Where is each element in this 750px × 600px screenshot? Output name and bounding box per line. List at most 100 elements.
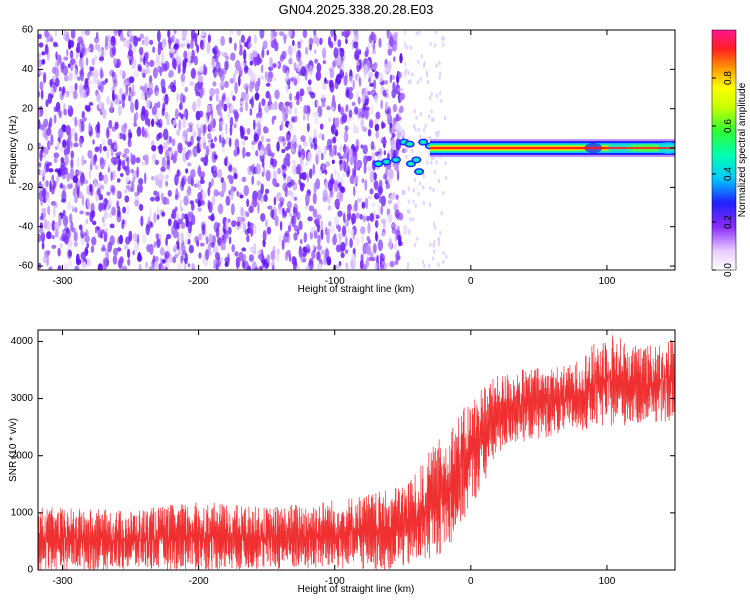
spectrogram-x-ticks: -300 -200 -100 0 100 [52, 30, 616, 287]
noise-speck [351, 101, 356, 107]
noise-speck-sparse [409, 45, 413, 50]
noise-speck [164, 251, 170, 259]
noise-speck [57, 247, 61, 257]
noise-speck [307, 151, 313, 163]
noise-speck [311, 250, 316, 260]
noise-speck [199, 242, 205, 247]
noise-speck [305, 265, 311, 270]
noise-speck [292, 39, 295, 47]
noise-speck [325, 161, 330, 168]
noise-speck [162, 141, 168, 150]
noise-speck [282, 33, 288, 40]
noise-speck [286, 200, 292, 210]
noise-speck [364, 179, 368, 191]
noise-speck [340, 252, 345, 259]
noise-speck [95, 164, 99, 170]
noise-speck-sparse [439, 91, 442, 96]
noise-speck [334, 40, 337, 46]
noise-speck [233, 173, 238, 180]
noise-speck [107, 241, 113, 253]
noise-speck [177, 142, 183, 154]
noise-speck-sparse [437, 262, 440, 267]
noise-speck [388, 237, 392, 250]
noise-speck [243, 49, 247, 61]
noise-speck [198, 252, 202, 259]
noise-speck [347, 203, 352, 212]
noise-speck [186, 52, 191, 63]
noise-speck [370, 141, 375, 150]
noise-speck [95, 31, 99, 39]
noise-speck [53, 114, 57, 124]
noise-speck [293, 196, 298, 201]
noise-speck [104, 35, 109, 47]
noise-speck [348, 148, 353, 157]
noise-speck [106, 198, 113, 206]
noise-speck [337, 232, 344, 240]
noise-speck-sparse [430, 160, 433, 166]
noise-speck [286, 249, 291, 257]
noise-speck [182, 129, 188, 138]
noise-speck [92, 139, 95, 145]
noise-speck-sparse [425, 73, 429, 78]
noise-speck [134, 191, 138, 197]
noise-speck [261, 98, 266, 106]
noise-speck [333, 168, 337, 176]
noise-speck [84, 77, 89, 89]
noise-speck [262, 230, 267, 242]
noise-speck [390, 138, 396, 150]
noise-speck [306, 171, 310, 183]
noise-speck [71, 204, 75, 210]
noise-speck-sparse [441, 42, 445, 47]
noise-speck [79, 58, 83, 66]
noise-speck [41, 187, 47, 199]
noise-speck [329, 226, 335, 234]
noise-speck [130, 152, 133, 159]
noise-speck-sparse [430, 117, 434, 122]
onset-blob-core [394, 158, 398, 161]
noise-speck [62, 215, 69, 227]
noise-speck [363, 87, 369, 100]
noise-speck [96, 182, 102, 189]
noise-speck-sparse [442, 250, 445, 256]
y-tick-label: -40 [19, 221, 34, 232]
noise-speck [327, 194, 331, 204]
noise-speck [216, 49, 221, 58]
noise-speck-sparse [420, 54, 424, 59]
noise-speck [158, 263, 162, 270]
noise-speck [150, 175, 155, 181]
colorbar-tick-label: 0.6 [723, 119, 734, 133]
noise-speck [294, 257, 298, 267]
noise-speck [108, 119, 113, 129]
noise-speck [157, 45, 162, 56]
noise-speck [51, 244, 57, 249]
noise-speck [38, 52, 42, 59]
noise-speck [312, 163, 316, 175]
noise-speck [297, 44, 302, 49]
noise-speck [201, 136, 207, 143]
noise-speck [38, 33, 42, 40]
noise-speck [348, 75, 353, 84]
noise-speck [113, 57, 118, 66]
noise-speck [213, 49, 217, 59]
noise-speck [299, 154, 304, 166]
noise-speck [192, 130, 197, 139]
noise-speck [223, 103, 228, 112]
noise-speck [254, 92, 260, 101]
noise-speck [88, 101, 94, 107]
noise-speck [106, 95, 110, 106]
noise-speck [42, 255, 48, 264]
noise-speck [85, 218, 89, 225]
noise-speck-sparse [421, 259, 425, 265]
noise-speck [165, 237, 168, 247]
noise-speck [116, 178, 121, 183]
noise-speck [347, 30, 351, 36]
noise-speck [375, 231, 378, 242]
noise-speck [68, 260, 73, 268]
noise-speck [135, 111, 139, 121]
noise-speck [48, 168, 54, 173]
noise-speck [343, 30, 349, 38]
noise-speck [156, 214, 160, 220]
noise-speck [168, 69, 174, 78]
noise-speck [353, 106, 359, 115]
noise-speck [45, 99, 49, 108]
